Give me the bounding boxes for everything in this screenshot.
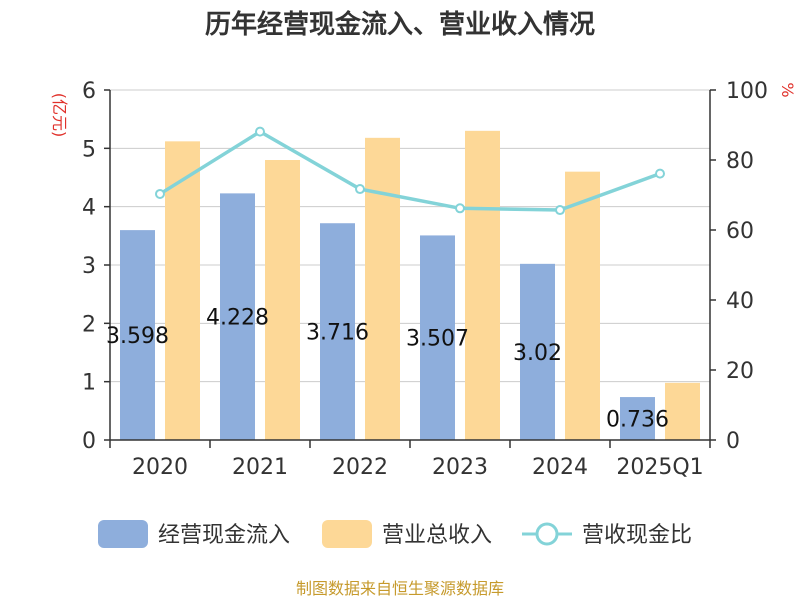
ratio-point (155, 188, 165, 199)
right-axis-tick-label: 100 (726, 79, 768, 104)
source-note: 制图数据来自恒生聚源数据库 (296, 579, 504, 598)
bar-cash-inflow (120, 230, 155, 440)
bars (120, 130, 700, 441)
bar-revenue (665, 382, 700, 440)
right-axis-tick-label: 60 (726, 219, 754, 244)
left-axis-tick-label: 1 (82, 371, 96, 396)
legend-label-ratio: 营收现金比 (582, 523, 692, 548)
bar-cash-inflow (420, 235, 455, 440)
ratio-point (255, 126, 265, 137)
left-axis-tick-label: 4 (82, 196, 96, 221)
right-axis-unit: % (778, 82, 797, 97)
right-axis-tick-label: 80 (726, 149, 754, 174)
data-label-cash-inflow: 3.598 (106, 324, 169, 349)
x-axis-category-label: 2021 (232, 455, 288, 480)
chart-title: 历年经营现金流入、营业收入情况 (205, 9, 595, 40)
bar-revenue (165, 141, 200, 441)
data-label-cash-inflow: 0.736 (606, 408, 669, 433)
right-axis-tick-label: 40 (726, 289, 754, 314)
left-axis-tick-label: 5 (82, 137, 96, 162)
ratio-point (355, 184, 365, 195)
left-axis-tick-label: 3 (82, 254, 96, 279)
grid-lines (110, 89, 710, 383)
x-axis-category-label: 2022 (332, 455, 388, 480)
bar-revenue (265, 160, 300, 440)
data-labels: 3.598 4.228 3.716 3.507 3.02 0.736 (106, 306, 669, 433)
bar-revenue (565, 171, 600, 440)
ratio-point (655, 168, 665, 179)
left-axis-tick-label: 6 (82, 79, 96, 104)
bar-cash-inflow (520, 263, 555, 440)
left-axis-tick-label: 2 (82, 312, 96, 337)
x-axis-category-label: 2024 (532, 455, 588, 480)
legend-swatch-cash-inflow (98, 520, 148, 548)
legend-label-revenue: 营业总收入 (382, 523, 492, 548)
legend-marker-ratio (535, 522, 559, 546)
bar-cash-inflow (320, 223, 355, 440)
bar-cash-inflow (620, 397, 655, 440)
ratio-line (155, 126, 665, 216)
x-axis-category-label: 2023 (432, 455, 488, 480)
right-axis-tick-label: 0 (726, 429, 740, 454)
x-axis-category-label: 2020 (132, 455, 188, 480)
ratio-point (555, 205, 565, 216)
bar-cash-inflow (220, 193, 255, 440)
ratio-point (455, 203, 465, 214)
data-label-cash-inflow: 3.02 (513, 341, 562, 366)
legend-label-cash-inflow: 经营现金流入 (158, 523, 290, 548)
right-axis-tick-label: 20 (726, 359, 754, 384)
data-label-cash-inflow: 4.228 (206, 306, 269, 331)
bar-revenue (365, 137, 400, 441)
bar-revenue (465, 130, 500, 441)
x-axis-category-label: 2025Q1 (616, 455, 703, 480)
ratio-line-path (159, 129, 661, 212)
left-axis-unit: (亿元) (50, 93, 69, 138)
data-label-cash-inflow: 3.716 (306, 321, 369, 346)
legend: 经营现金流入 营业总收入 营收现金比 (98, 520, 692, 548)
legend-swatch-revenue (322, 520, 372, 548)
data-label-cash-inflow: 3.507 (406, 327, 469, 352)
left-axis-tick-label: 0 (82, 429, 96, 454)
